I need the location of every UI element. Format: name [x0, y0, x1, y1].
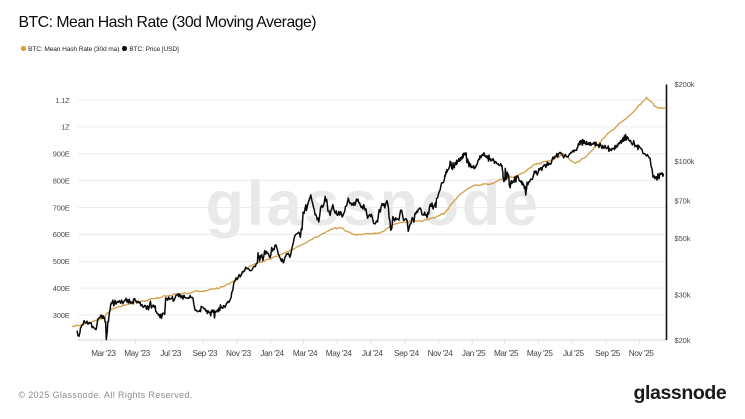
svg-text:700E: 700E [53, 203, 70, 212]
svg-text:$100k: $100k [675, 157, 695, 166]
svg-text:glassnode: glassnode [206, 169, 541, 239]
svg-text:$30k: $30k [675, 291, 691, 300]
svg-text:Jan '25: Jan '25 [462, 349, 486, 358]
svg-text:Nov '25: Nov '25 [629, 349, 655, 358]
svg-text:$20k: $20k [675, 336, 691, 345]
svg-text:May '24: May '24 [326, 349, 352, 358]
svg-text:300E: 300E [53, 311, 70, 320]
svg-text:Sep '23: Sep '23 [192, 349, 218, 358]
svg-text:400E: 400E [53, 284, 70, 293]
svg-text:May '23: May '23 [124, 349, 150, 358]
svg-text:$70k: $70k [675, 197, 691, 206]
svg-text:Mar '25: Mar '25 [494, 349, 519, 358]
svg-text:Sep '24: Sep '24 [394, 349, 420, 358]
svg-text:600E: 600E [53, 230, 70, 239]
svg-text:Jul '25: Jul '25 [563, 349, 584, 358]
svg-text:$50k: $50k [675, 234, 691, 243]
svg-text:Nov '23: Nov '23 [226, 349, 252, 358]
svg-text:Sep '25: Sep '25 [595, 349, 621, 358]
svg-text:Nov '24: Nov '24 [428, 349, 454, 358]
svg-text:Mar '23: Mar '23 [91, 349, 116, 358]
svg-text:800E: 800E [53, 176, 70, 185]
svg-text:500E: 500E [53, 257, 70, 266]
svg-text:$200k: $200k [675, 80, 695, 89]
svg-text:May '25: May '25 [527, 349, 553, 358]
svg-text:900E: 900E [53, 150, 70, 159]
svg-text:Jan '24: Jan '24 [260, 349, 284, 358]
svg-text:1.1Z: 1.1Z [55, 96, 70, 105]
svg-text:1Z: 1Z [61, 123, 70, 132]
svg-text:Mar '24: Mar '24 [293, 349, 318, 358]
svg-text:Jul '23: Jul '23 [160, 349, 181, 358]
svg-text:Jul '24: Jul '24 [362, 349, 383, 358]
